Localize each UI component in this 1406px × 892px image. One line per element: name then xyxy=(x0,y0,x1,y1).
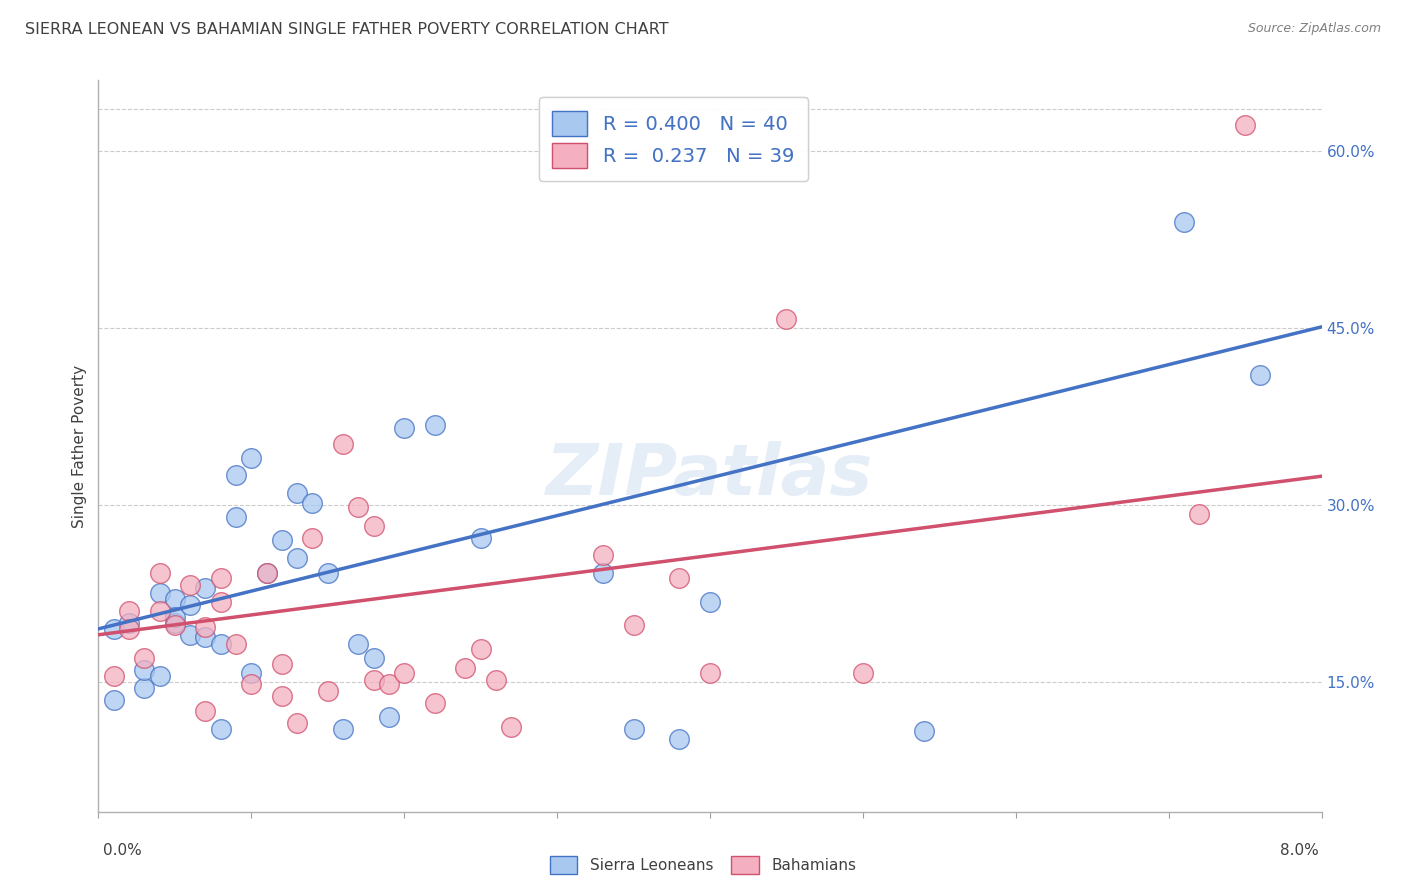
Point xyxy=(363,519,385,533)
Point xyxy=(912,724,935,739)
Point xyxy=(699,595,721,609)
Point xyxy=(179,599,201,613)
Point xyxy=(179,578,201,592)
Point xyxy=(501,720,523,734)
Point xyxy=(134,651,156,665)
Point xyxy=(209,595,232,609)
Point xyxy=(332,436,354,450)
Point xyxy=(163,610,186,624)
Point xyxy=(363,651,385,665)
Point xyxy=(118,615,141,630)
Point xyxy=(149,669,172,683)
Point xyxy=(623,618,645,632)
Point xyxy=(378,710,401,724)
Point xyxy=(285,551,308,566)
Point xyxy=(347,637,370,651)
Point xyxy=(285,716,308,731)
Point xyxy=(270,533,294,548)
Point xyxy=(118,622,141,636)
Point xyxy=(194,619,217,633)
Point xyxy=(270,657,294,672)
Point xyxy=(149,566,172,581)
Point xyxy=(470,531,492,545)
Point xyxy=(668,731,690,746)
Point xyxy=(1249,368,1271,383)
Point xyxy=(423,696,446,710)
Point xyxy=(149,604,172,618)
Point xyxy=(316,684,339,698)
Point xyxy=(194,705,217,719)
Point xyxy=(225,509,247,524)
Legend: Sierra Leoneans, Bahamians: Sierra Leoneans, Bahamians xyxy=(544,850,862,880)
Point xyxy=(179,628,201,642)
Point xyxy=(423,417,446,432)
Point xyxy=(240,677,263,691)
Point xyxy=(363,673,385,687)
Point xyxy=(454,661,477,675)
Point xyxy=(209,637,232,651)
Point xyxy=(134,681,156,695)
Point xyxy=(270,689,294,703)
Point xyxy=(592,566,614,581)
Point xyxy=(1173,215,1195,229)
Point xyxy=(668,571,690,585)
Point xyxy=(118,604,141,618)
Point xyxy=(209,722,232,736)
Text: SIERRA LEONEAN VS BAHAMIAN SINGLE FATHER POVERTY CORRELATION CHART: SIERRA LEONEAN VS BAHAMIAN SINGLE FATHER… xyxy=(25,22,669,37)
Point xyxy=(225,468,247,483)
Legend: R = 0.400   N = 40, R =  0.237   N = 39: R = 0.400 N = 40, R = 0.237 N = 39 xyxy=(538,97,808,181)
Point xyxy=(240,450,263,465)
Text: 0.0%: 0.0% xyxy=(103,843,142,858)
Point xyxy=(103,669,125,683)
Point xyxy=(1188,508,1211,522)
Point xyxy=(852,665,875,680)
Point xyxy=(378,677,401,691)
Point xyxy=(134,663,156,677)
Point xyxy=(194,630,217,644)
Point xyxy=(332,722,354,736)
Point xyxy=(256,566,278,581)
Point xyxy=(301,531,323,545)
Point xyxy=(194,581,217,595)
Point xyxy=(225,637,247,651)
Point xyxy=(347,500,370,515)
Point xyxy=(301,495,323,509)
Point xyxy=(623,722,645,736)
Point xyxy=(592,548,614,562)
Point xyxy=(392,421,416,435)
Point xyxy=(775,311,797,326)
Point xyxy=(103,692,125,706)
Point xyxy=(699,665,721,680)
Point xyxy=(240,665,263,680)
Point xyxy=(316,566,339,581)
Point xyxy=(163,615,186,630)
Point xyxy=(392,665,416,680)
Point xyxy=(485,673,508,687)
Point xyxy=(163,618,186,632)
Point xyxy=(209,571,232,585)
Point xyxy=(103,622,125,636)
Point xyxy=(285,486,308,500)
Point xyxy=(256,566,278,581)
Text: Source: ZipAtlas.com: Source: ZipAtlas.com xyxy=(1247,22,1381,36)
Text: ZIPatlas: ZIPatlas xyxy=(547,441,873,509)
Point xyxy=(163,592,186,607)
Point xyxy=(470,641,492,656)
Text: 8.0%: 8.0% xyxy=(1279,843,1319,858)
Y-axis label: Single Father Poverty: Single Father Poverty xyxy=(72,365,87,527)
Point xyxy=(1234,118,1257,132)
Point xyxy=(149,586,172,600)
